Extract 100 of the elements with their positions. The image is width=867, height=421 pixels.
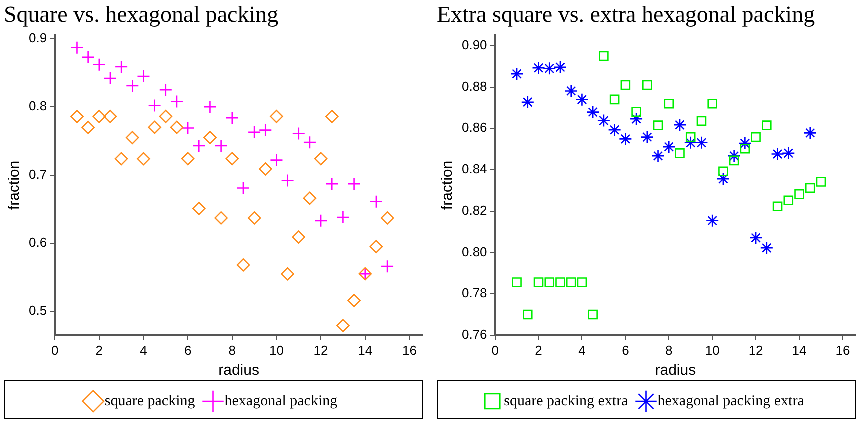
x-tick-label: 6 [184, 342, 192, 358]
point [556, 278, 566, 288]
point [236, 182, 250, 195]
point [258, 162, 272, 176]
point [226, 152, 240, 166]
point [148, 99, 162, 112]
point [599, 51, 609, 62]
point [181, 122, 195, 135]
point [686, 132, 696, 142]
point [281, 267, 294, 281]
y-tick-label: 0.90 [462, 38, 488, 53]
y-tick-label: 0.80 [462, 244, 488, 260]
point [729, 156, 740, 166]
point [214, 212, 228, 225]
x-tick-label: 6 [622, 342, 630, 358]
point [608, 123, 622, 137]
point [114, 152, 128, 166]
x-tick-label: 2 [96, 342, 104, 358]
point [653, 120, 664, 130]
x-tick-label: 0 [51, 342, 59, 358]
point [564, 84, 578, 98]
point [370, 195, 384, 209]
y-tick-label: 0.82 [462, 202, 488, 218]
y-axis-title: fraction [6, 160, 24, 210]
x-tick-label: 16 [836, 342, 850, 358]
point [170, 120, 184, 134]
point [370, 240, 384, 254]
point [642, 80, 652, 90]
point [576, 93, 589, 107]
x-tick-label: 4 [578, 342, 586, 358]
point [610, 94, 620, 105]
point [336, 210, 350, 224]
point [652, 149, 665, 163]
point [695, 136, 708, 150]
point [554, 60, 568, 74]
point [214, 139, 228, 153]
x-tick-label: 2 [535, 342, 542, 358]
point [104, 110, 118, 124]
point [784, 196, 794, 206]
point [738, 136, 752, 150]
point [706, 214, 720, 228]
point [248, 126, 262, 140]
point [258, 124, 272, 137]
legend-label: square packing extra [504, 393, 629, 410]
chart-title: Square vs. hexagonal packing [4, 2, 280, 27]
point [170, 95, 184, 108]
point [510, 67, 524, 81]
y-tick-label: 0.9 [28, 30, 48, 46]
point [314, 152, 328, 166]
legend-label: square packing [104, 393, 196, 410]
x-tick-label: 8 [228, 342, 236, 358]
point [82, 50, 95, 64]
point [380, 212, 394, 225]
point [740, 144, 750, 154]
point [137, 152, 150, 166]
point [566, 278, 576, 288]
point [805, 183, 816, 194]
y-axis-title: fraction [439, 160, 456, 210]
point [630, 112, 644, 126]
point [192, 139, 206, 153]
y-tick-label: 0.76 [462, 326, 488, 342]
point [620, 80, 631, 90]
point [126, 131, 140, 144]
point [126, 79, 140, 93]
point [534, 278, 544, 288]
point [137, 70, 150, 84]
point [749, 231, 763, 245]
point [336, 319, 350, 333]
y-tick-label: 0.84 [462, 162, 488, 177]
point [82, 120, 95, 134]
point [104, 72, 118, 86]
legend-label: hexagonal packing [224, 393, 338, 410]
point [159, 110, 173, 124]
point [664, 98, 674, 109]
point [292, 230, 306, 244]
point [204, 131, 217, 144]
point [640, 130, 654, 144]
x-tick-label: 10 [705, 342, 720, 358]
point [114, 60, 128, 74]
y-tick-label: 0.5 [28, 303, 48, 318]
point [92, 110, 106, 124]
y-tick-label: 0.88 [462, 78, 488, 94]
x-tick-label: 12 [748, 342, 764, 358]
point [92, 58, 106, 72]
point [586, 106, 600, 119]
point [577, 278, 588, 288]
point [181, 152, 195, 166]
x-tick-label: 14 [792, 342, 807, 358]
point [226, 111, 240, 125]
y-tick-label: 0.78 [462, 286, 488, 301]
point [684, 136, 698, 150]
point [544, 278, 555, 288]
point [348, 294, 361, 308]
point [794, 190, 804, 200]
point [716, 172, 730, 186]
point [512, 278, 522, 288]
point [532, 61, 546, 75]
point [751, 132, 761, 142]
point [521, 96, 535, 110]
point [718, 166, 728, 177]
